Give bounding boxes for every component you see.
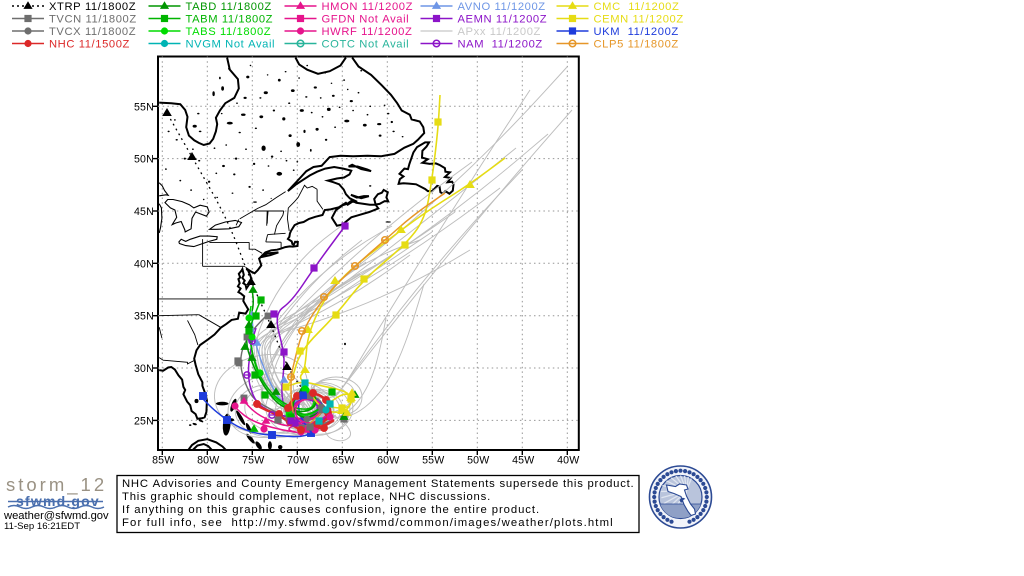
svg-text:55N: 55N: [134, 101, 154, 113]
svg-text:45N: 45N: [134, 206, 154, 218]
svg-text:30N: 30N: [134, 363, 154, 375]
svg-text:40N: 40N: [134, 258, 154, 270]
svg-text:If anything on this graphic ca: If anything on this graphic causes confu…: [122, 504, 540, 516]
svg-text:11-Sep 16:21EDT: 11-Sep 16:21EDT: [4, 521, 80, 532]
svg-text:TVCN 11/1800Z: TVCN 11/1800Z: [49, 14, 137, 26]
svg-text:45W: 45W: [512, 455, 534, 467]
svg-text:65W: 65W: [332, 455, 354, 467]
svg-text:TABM 11/1800Z: TABM 11/1800Z: [186, 14, 274, 26]
svg-text:For full info, see http://my.: For full info, see http://my.sfwmd.gov/s…: [122, 517, 614, 529]
svg-text:CLP5 11/1800Z: CLP5 11/1800Z: [594, 39, 679, 51]
svg-text:weather@sfwmd.gov: weather@sfwmd.gov: [3, 510, 109, 522]
svg-text:UKM 11/1200Z: UKM 11/1200Z: [594, 26, 679, 38]
svg-text:85W: 85W: [152, 455, 174, 467]
svg-text:50W: 50W: [467, 455, 489, 467]
svg-text:APxx 11/1200Z: APxx 11/1200Z: [458, 26, 541, 38]
svg-text:CMC 11/1200Z: CMC 11/1200Z: [594, 1, 680, 13]
svg-text:70W: 70W: [287, 455, 309, 467]
svg-text:80W: 80W: [197, 455, 219, 467]
svg-text:HMON 11/1200Z: HMON 11/1200Z: [322, 1, 414, 13]
svg-text:TABD 11/1800Z: TABD 11/1800Z: [186, 1, 272, 13]
svg-text:TABS 11/1800Z: TABS 11/1800Z: [186, 26, 272, 38]
svg-text:GFDN Not Avail: GFDN Not Avail: [322, 14, 410, 26]
svg-text:TVCX 11/1800Z: TVCX 11/1800Z: [49, 26, 136, 38]
svg-text:HWRF 11/1200Z: HWRF 11/1200Z: [322, 26, 413, 38]
svg-text:40W: 40W: [557, 455, 579, 467]
svg-text:75W: 75W: [242, 455, 264, 467]
svg-text:NHC Advisories and County Emer: NHC Advisories and County Emergency Mana…: [122, 478, 634, 490]
svg-text:This graphic should complement: This graphic should complement, not repl…: [122, 491, 491, 503]
svg-text:CEMN 11/1200Z: CEMN 11/1200Z: [594, 14, 684, 26]
svg-text:50N: 50N: [134, 154, 154, 166]
svg-text:NHC 11/1500Z: NHC 11/1500Z: [49, 39, 130, 51]
svg-text:35N: 35N: [134, 311, 154, 323]
svg-text:60W: 60W: [377, 455, 399, 467]
svg-text:AEMN 11/1200Z: AEMN 11/1200Z: [458, 14, 548, 26]
svg-text:XTRP 11/1800Z: XTRP 11/1800Z: [49, 1, 136, 13]
svg-text:25N: 25N: [134, 415, 154, 427]
svg-text:COTC Not Avail: COTC Not Avail: [322, 39, 410, 51]
svg-text:NVGM Not Avail: NVGM Not Avail: [186, 39, 276, 51]
svg-text:AVNO 11/1200Z: AVNO 11/1200Z: [458, 1, 546, 13]
svg-text:55W: 55W: [422, 455, 444, 467]
svg-text:storm_12: storm_12: [6, 474, 107, 496]
svg-text:NAM 11/1200Z: NAM 11/1200Z: [458, 39, 543, 51]
